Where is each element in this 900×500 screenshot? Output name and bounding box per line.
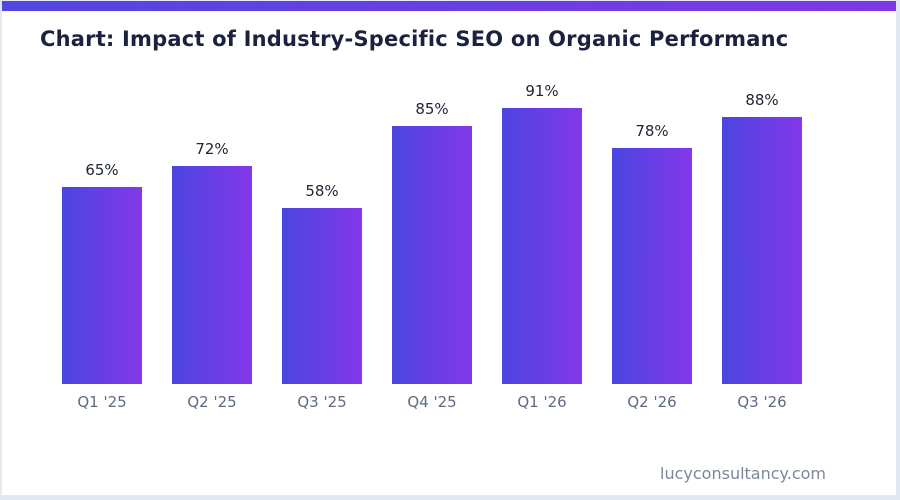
bar-column: 91% Q1 '26 [502,82,582,411]
bar-category-label: Q2 '26 [627,393,677,411]
bar-value-label: 72% [195,140,229,158]
chart-title: Chart: Impact of Industry-Specific SEO o… [40,27,789,51]
accent-bar [2,1,896,11]
bar-value-label: 58% [305,182,339,200]
bar-column: 88% Q3 '26 [722,91,802,411]
bar [502,108,582,384]
bar-value-label: 91% [525,82,559,100]
bar-value-label: 78% [635,122,669,140]
bar-value-label: 65% [85,161,119,179]
bar-column: 65% Q1 '25 [62,161,142,411]
bar [612,148,692,384]
bar [722,117,802,384]
bar-column: 78% Q2 '26 [612,122,692,411]
bar [392,126,472,384]
bar [172,166,252,384]
footer-domain: lucyconsultancy.com [660,464,826,483]
bar [62,187,142,384]
bar-category-label: Q1 '25 [77,393,127,411]
bar-column: 85% Q4 '25 [392,100,472,411]
bar-category-label: Q3 '26 [737,393,787,411]
bar-column: 58% Q3 '25 [282,182,362,411]
bar-category-label: Q4 '25 [407,393,457,411]
bar-value-label: 85% [415,100,449,118]
bar-chart: 65% Q1 '25 72% Q2 '25 58% Q3 '25 85% Q4 '25 91% Q… [62,82,802,411]
bar-column: 72% Q2 '25 [172,140,252,411]
bar-category-label: Q1 '26 [517,393,567,411]
bar [282,208,362,384]
bar-category-label: Q2 '25 [187,393,237,411]
bar-value-label: 88% [745,91,779,109]
bar-category-label: Q3 '25 [297,393,347,411]
